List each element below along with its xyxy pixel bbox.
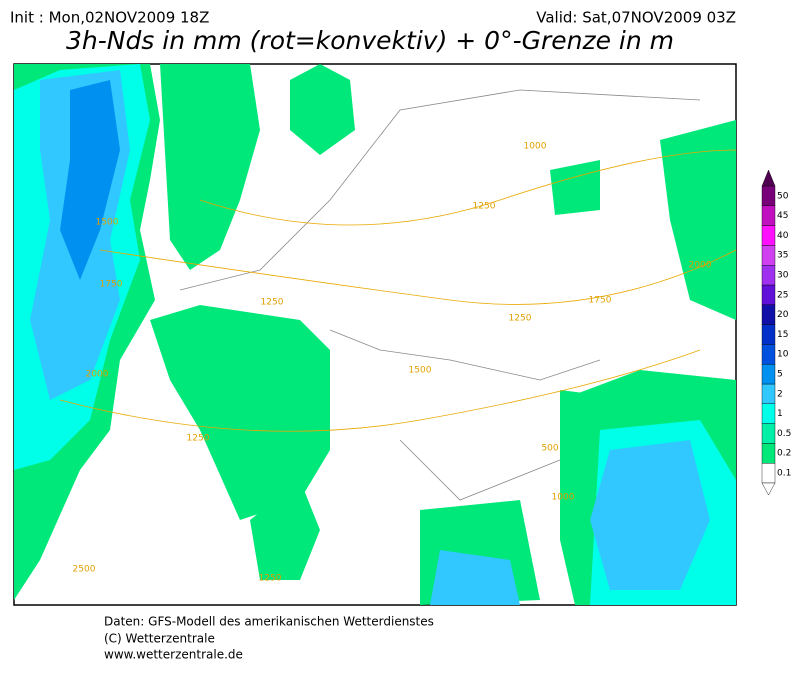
legend-label: 20	[777, 310, 789, 320]
contour-label: 1500	[409, 366, 432, 376]
legend-label: 30	[777, 271, 789, 281]
footer-line: www.wetterzentrale.de	[104, 648, 243, 662]
legend-swatch	[761, 265, 776, 286]
legend-label: 0.5	[777, 429, 791, 439]
legend-label: 0.2	[777, 449, 791, 459]
legend-label: 0.1	[777, 469, 791, 479]
contour-label: 1750	[100, 280, 123, 290]
map-title: 3h-Nds in mm (rot=konvektiv) + 0°-Grenze…	[66, 26, 674, 55]
legend-swatch	[761, 245, 776, 266]
legend-label: 15	[777, 330, 788, 340]
contour-label: 2500	[73, 565, 96, 575]
contour-label: 1250	[473, 202, 496, 212]
legend-swatch	[761, 304, 776, 325]
legend-label: 40	[777, 231, 789, 241]
legend-cap	[761, 169, 776, 187]
legend-label: 35	[777, 251, 788, 261]
contour-label: 1250	[509, 314, 532, 324]
contour-label: 2000	[86, 370, 109, 380]
legend-swatch	[761, 423, 776, 444]
legend-swatch	[761, 403, 776, 424]
legend-cap	[761, 482, 776, 496]
valid-time: Valid: Sat,07NOV2009 03Z	[536, 9, 736, 27]
legend-label: 25	[777, 290, 788, 300]
contour-label: 1000	[524, 142, 547, 152]
footer-line: Daten: GFS-Modell des amerikanischen Wet…	[104, 615, 434, 629]
legend-swatch	[761, 185, 776, 206]
legend-label: 10	[777, 350, 789, 360]
map	[13, 63, 737, 606]
legend-label: 5	[777, 370, 783, 380]
legend-label: 2	[777, 389, 783, 399]
legend-swatch	[761, 205, 776, 226]
contour-label: 1250	[259, 574, 282, 584]
legend-swatch	[761, 324, 776, 345]
contour-label: 1250	[187, 434, 210, 444]
legend-swatch	[761, 443, 776, 464]
contour-label: 500	[541, 444, 558, 454]
footer-line: (C) Wetterzentrale	[104, 632, 215, 646]
legend-label: 1	[777, 409, 783, 419]
legend-swatch	[761, 284, 776, 305]
contour-label: 1750	[589, 296, 612, 306]
contour-label: 2000	[689, 261, 712, 271]
contour-label: 1250	[261, 298, 284, 308]
legend-label: 50	[777, 191, 789, 201]
legend-swatch	[761, 225, 776, 246]
init-time: Init : Mon,02NOV2009 18Z	[10, 9, 209, 27]
legend-swatch	[761, 383, 776, 404]
legend-label: 45	[777, 211, 788, 221]
legend-swatch	[761, 364, 776, 385]
contour-label: 1000	[552, 493, 575, 503]
legend-swatch	[761, 463, 776, 484]
legend-swatch	[761, 344, 776, 365]
contour-label: 1500	[96, 218, 119, 228]
